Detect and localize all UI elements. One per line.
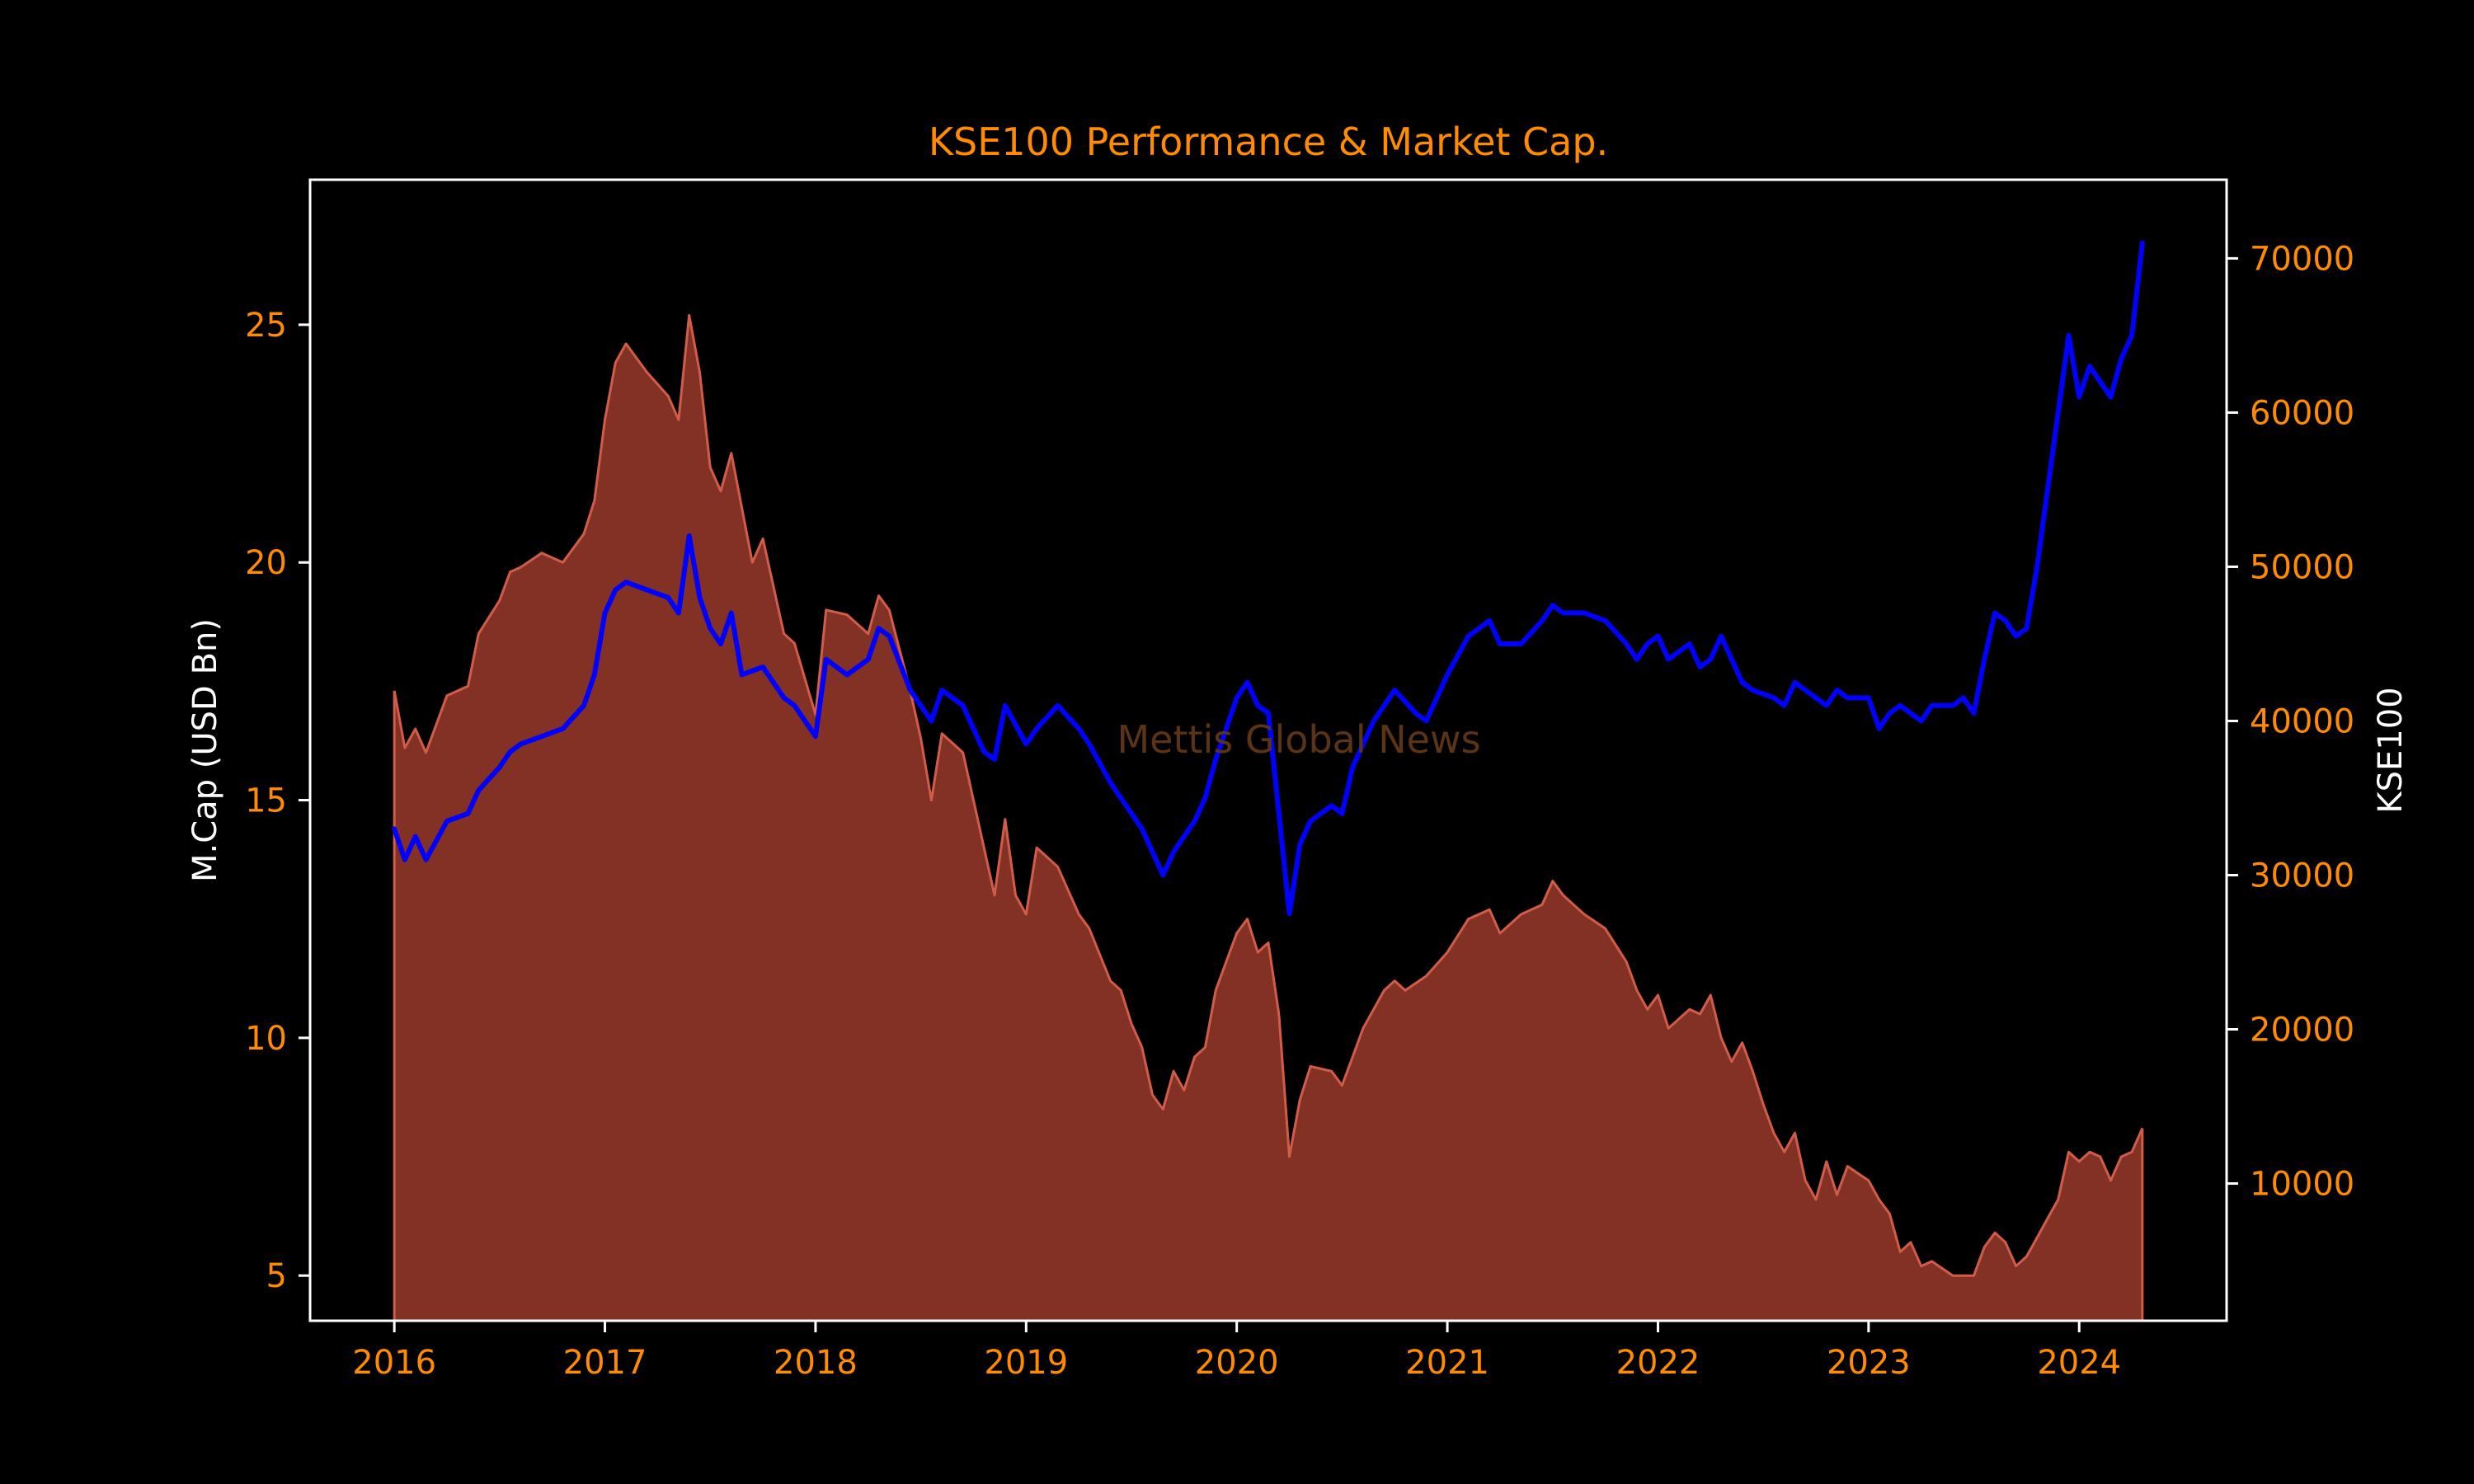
x-tick-label: 2022 — [1616, 1344, 1700, 1382]
left-axis-label: M.Cap (USD Bn) — [186, 618, 224, 882]
chart-title: KSE100 Performance & Market Cap. — [929, 120, 1608, 164]
x-tick-label: 2017 — [563, 1344, 647, 1382]
x-tick-label: 2021 — [1405, 1344, 1489, 1382]
x-tick-label: 2019 — [984, 1344, 1068, 1382]
left-tick-label: 25 — [245, 307, 287, 345]
x-tick-label: 2020 — [1195, 1344, 1279, 1382]
plot-area — [392, 240, 2145, 1321]
right-tick-label: 20000 — [2250, 1012, 2354, 1050]
x-tick-label: 2024 — [2037, 1344, 2121, 1382]
x-tick-label: 2016 — [352, 1344, 436, 1382]
right-tick-label: 40000 — [2250, 702, 2354, 740]
left-tick-label: 10 — [245, 1020, 287, 1058]
plot-frame — [308, 178, 2228, 1322]
watermark-text: Mettis Global News — [1117, 717, 1480, 762]
kse100-line — [392, 240, 2145, 917]
x-tick-label: 2023 — [1827, 1344, 1911, 1382]
x-tick-label: 2018 — [774, 1344, 858, 1382]
right-tick-label: 60000 — [2250, 394, 2354, 432]
right-axis-label: KSE100 — [2372, 687, 2410, 813]
mcap-line — [393, 313, 2144, 1277]
right-tick-label: 50000 — [2250, 548, 2354, 586]
left-tick-label: 20 — [245, 544, 287, 582]
right-y-axis: 10000 20000 30000 40000 50000 60000 70000 — [2227, 240, 2354, 1204]
mcap-area — [394, 315, 2142, 1321]
x-axis: 2016 2017 2018 2019 2020 2021 2022 2023 2024 — [352, 1321, 2121, 1382]
right-tick-label: 30000 — [2250, 857, 2354, 895]
right-tick-label: 10000 — [2250, 1166, 2354, 1204]
left-y-axis: 5 10 15 20 25 — [245, 307, 310, 1295]
right-tick-label: 70000 — [2250, 240, 2354, 278]
left-tick-label: 5 — [266, 1257, 287, 1295]
left-tick-label: 15 — [245, 782, 287, 820]
